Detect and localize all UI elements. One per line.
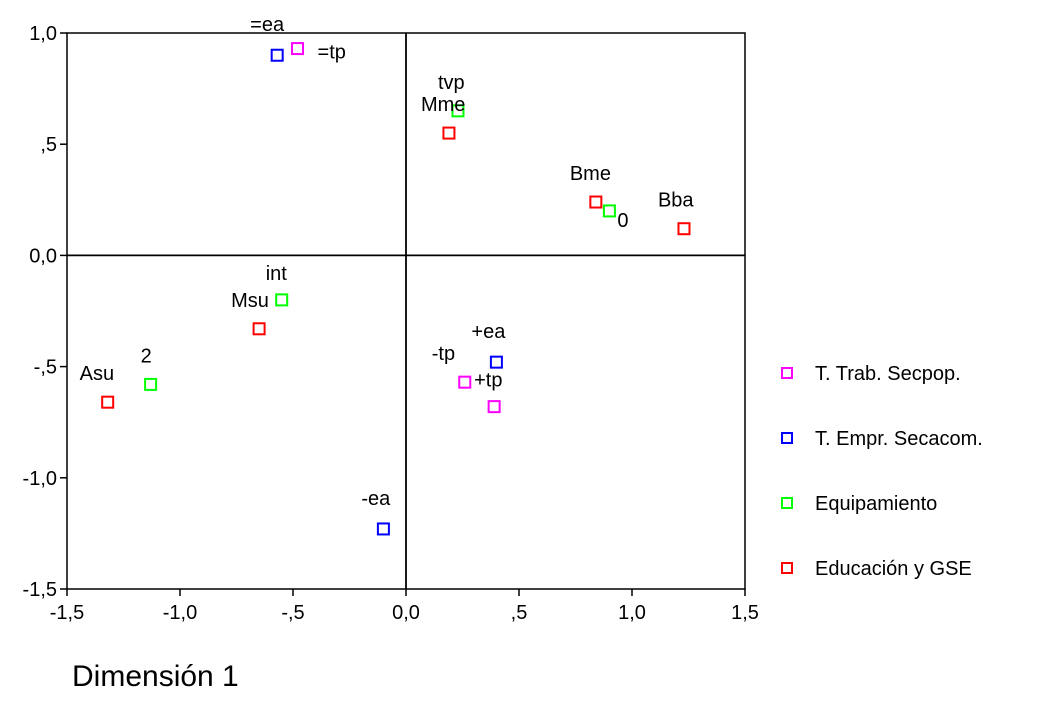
y-tick-label: ,5 xyxy=(40,134,57,156)
scatter-chart: -1,5 -1,0 -,5 0,0 ,5 1,0 1,5 1,0 ,5 0,0 -,5 -1,0 -1,… xyxy=(23,14,983,624)
data-point-2 xyxy=(144,377,158,391)
legend-label: T. Trab. Secpop. xyxy=(815,363,961,385)
x-tick-label: ,5 xyxy=(511,602,528,624)
data-point-+tp xyxy=(487,400,501,414)
y-tick-label: -1,5 xyxy=(23,579,57,601)
x-tick-label: 1,0 xyxy=(618,602,646,624)
point-label: Bme xyxy=(570,163,611,185)
point-label: 0 xyxy=(617,210,628,232)
point-label: Mme xyxy=(421,94,465,116)
legend-marker xyxy=(781,367,793,379)
point-label: 2 xyxy=(141,345,152,367)
data-point--tp xyxy=(458,375,472,389)
legend-label: Educación y GSE xyxy=(815,558,972,580)
x-tick-label: -1,0 xyxy=(163,602,197,624)
point-label: +tp xyxy=(474,370,502,392)
x-tick-label: 1,5 xyxy=(731,602,759,624)
point-label: tvp xyxy=(438,72,465,94)
data-point-tvp xyxy=(451,104,465,118)
data-point-=ea xyxy=(270,48,284,62)
x-tick-label: 0,0 xyxy=(392,602,420,624)
point-label: -ea xyxy=(361,488,391,510)
data-point-Asu xyxy=(101,395,115,409)
legend-marker xyxy=(781,562,793,574)
point-label: =tp xyxy=(318,42,346,64)
point-label: -tp xyxy=(432,343,455,365)
point-label: Msu xyxy=(231,290,269,312)
point-label: +ea xyxy=(471,321,506,343)
point-label: Bba xyxy=(658,190,694,212)
legend: T. Trab. Secpop. T. Empr. Secacom. Equipam… xyxy=(781,363,983,580)
legend-marker xyxy=(781,497,793,509)
y-tick-label: 0,0 xyxy=(29,245,57,267)
plot-area: -1,5 -1,0 -,5 0,0 ,5 1,0 1,5 1,0 ,5 0,0 -,5 -1,0 -1,… xyxy=(23,14,759,624)
point-label: Asu xyxy=(80,363,114,385)
data-point-0 xyxy=(602,204,616,218)
legend-label: Equipamiento xyxy=(815,493,937,515)
point-label: int xyxy=(266,263,288,285)
x-axis-label: Dimensión 1 xyxy=(72,660,239,693)
point-label: =ea xyxy=(250,14,285,36)
x-tick-label: -,5 xyxy=(281,602,304,624)
data-point-+ea xyxy=(489,355,503,369)
x-tick-label: -1,5 xyxy=(50,602,84,624)
data-point-Bba xyxy=(677,222,691,236)
y-tick-label: -1,0 xyxy=(23,468,57,490)
data-point-int xyxy=(275,293,289,307)
data-point-Bme xyxy=(589,195,603,209)
y-tick-label: -,5 xyxy=(34,357,57,379)
data-point--ea xyxy=(376,522,390,536)
data-point-Mme xyxy=(442,126,456,140)
legend-marker xyxy=(781,432,793,444)
data-point-=tp xyxy=(291,42,305,56)
data-point-Msu xyxy=(252,322,266,336)
y-tick-label: 1,0 xyxy=(29,23,57,45)
legend-label: T. Empr. Secacom. xyxy=(815,428,983,450)
